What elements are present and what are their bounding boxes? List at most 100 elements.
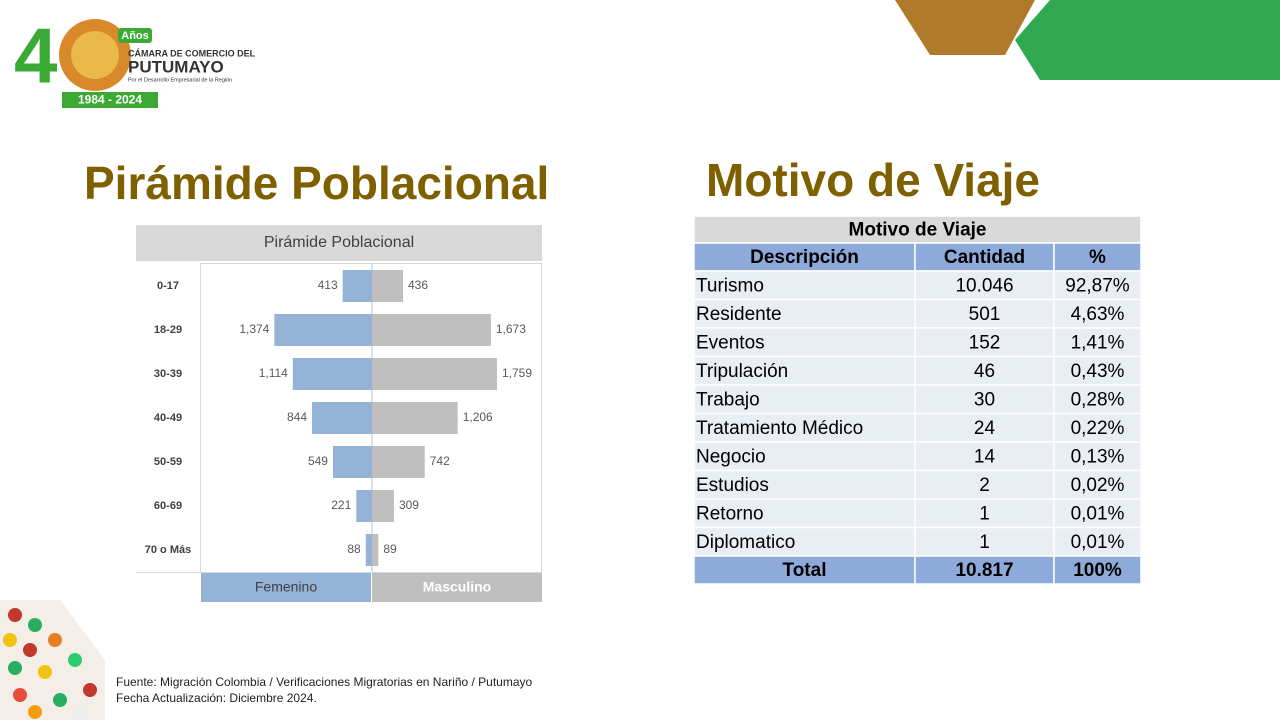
cell-text: %: [1089, 247, 1106, 268]
cell-text: Diplomatico: [696, 532, 795, 553]
cell-text: 10.046: [955, 275, 1013, 296]
table-cell: [914, 355, 1055, 386]
bar: [372, 490, 394, 522]
value-label: 1,759: [502, 366, 532, 380]
cell-text: Cantidad: [944, 247, 1025, 268]
heading: Pirámide Poblacional: [84, 157, 549, 209]
cell-text: 1: [979, 503, 990, 524]
value-label: 844: [287, 410, 307, 424]
table-cell: [1053, 298, 1142, 329]
table-cell: [1053, 384, 1142, 415]
value-label: 549: [308, 454, 328, 468]
bar: [365, 534, 372, 566]
category-label: 50-59: [154, 456, 182, 468]
cell-text: Retorno: [696, 503, 764, 524]
cell-text: Trabajo: [696, 389, 760, 410]
value-label: 1,206: [463, 410, 493, 424]
legend-label: Masculino: [423, 579, 491, 595]
logo-ring-inner: [71, 31, 119, 79]
table-cell: [693, 441, 916, 472]
logo-line2: PUTUMAYO: [128, 57, 224, 76]
table: Motivo de Viaje Descripción Cantidad % Turis…: [693, 215, 1142, 585]
bar: [372, 446, 425, 478]
cell-text: 92,87%: [1065, 275, 1130, 296]
cell-text: Tratamiento Médico: [696, 418, 863, 439]
table-cell: [1053, 327, 1142, 358]
cell-text: Turismo: [696, 275, 764, 296]
cell-text: Total: [783, 560, 827, 581]
table-cell: [914, 441, 1055, 472]
table-cell: [693, 412, 916, 443]
cell-text: Residente: [696, 304, 782, 325]
cell-text: 1: [979, 532, 990, 553]
cell-text: 0,22%: [1071, 418, 1125, 439]
value-label: 436: [408, 278, 428, 292]
cell-text: Descripción: [750, 247, 859, 268]
value-label: 89: [383, 542, 397, 556]
category-label: 60-69: [154, 500, 182, 512]
table-cell: [1053, 469, 1142, 500]
cell-text: Motivo de Viaje: [849, 220, 987, 241]
bar: [292, 358, 372, 390]
cell-text: Tripulación: [696, 361, 788, 382]
cell-text: 2: [979, 475, 990, 496]
table-cell: [914, 298, 1055, 329]
cell-text: 0,28%: [1071, 389, 1125, 410]
logo-digit: 4: [14, 12, 57, 100]
category-label: 0-17: [157, 280, 179, 292]
logo-years-bg: [62, 92, 158, 108]
cell-text: 1,41%: [1071, 332, 1125, 353]
chart-title: Pirámide Poblacional: [264, 234, 414, 251]
logo-years: 1984 - 2024: [78, 93, 142, 107]
cell-text: 501: [969, 304, 1001, 325]
cell-text: 14: [974, 446, 996, 467]
cell-text: 0,43%: [1071, 361, 1125, 382]
value-label: 1,673: [496, 322, 526, 336]
logo-badge-text: Años: [121, 30, 149, 42]
table-cell: [1053, 355, 1142, 386]
bar: [342, 270, 372, 302]
logo-badge: [118, 28, 152, 43]
bar: [372, 358, 497, 390]
decoration-green: [1015, 0, 1280, 80]
chart-title-bar: [136, 225, 542, 261]
cell-text: 0,01%: [1071, 503, 1125, 524]
cell-text: 0,13%: [1071, 446, 1125, 467]
heading: Motivo de Viaje: [706, 154, 1040, 206]
bar: [372, 270, 403, 302]
value-label: 1,114: [259, 366, 288, 380]
table-cell: [1053, 555, 1142, 585]
table-cell: [693, 526, 916, 557]
category-label: 40-49: [154, 412, 182, 424]
table-cell: [1053, 526, 1142, 557]
legend-label: Femenino: [255, 579, 317, 595]
value-label: 309: [399, 498, 419, 512]
cell-text: 24: [974, 418, 996, 439]
table-cell: [1053, 270, 1142, 301]
table-cell: [693, 270, 916, 301]
decoration-brown: [895, 0, 1035, 55]
bar: [274, 314, 372, 346]
bar: [356, 490, 372, 522]
bar: [332, 446, 372, 478]
cell-text: 0,02%: [1071, 475, 1125, 496]
cell-text: Eventos: [696, 332, 765, 353]
table-cell: [693, 327, 916, 358]
bar: [372, 534, 379, 566]
bar: [372, 402, 458, 434]
category-label: 18-29: [154, 324, 182, 336]
cell-text: Negocio: [696, 446, 766, 467]
logo-line1: CÁMARA DE COMERCIO DEL: [128, 48, 256, 58]
value-label: 221: [331, 498, 351, 512]
table-cell: [1053, 412, 1142, 443]
logo-tagline: Por el Desarrollo Empresarial de la Regi…: [128, 77, 232, 83]
footer-updated: Fecha Actualización: Diciembre 2024.: [116, 691, 317, 705]
category-label: 70 o Más: [145, 544, 191, 556]
cell-text: Estudios: [696, 475, 769, 496]
value-label: 742: [430, 454, 450, 468]
value-label: 88: [347, 542, 361, 556]
logo: 4 Años CÁMARA DE COMERCIO DEL PUTUMAYO P…: [14, 12, 256, 108]
category-label: 30-39: [154, 368, 182, 380]
cell-text: 46: [974, 361, 995, 382]
